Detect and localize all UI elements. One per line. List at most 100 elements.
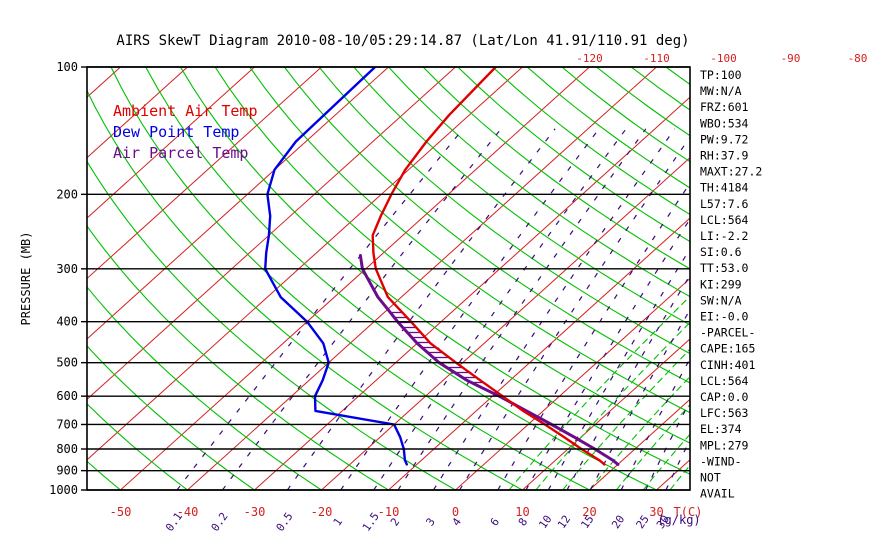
cape-shaded-region [388,309,487,385]
isotherm [321,156,690,490]
dry-adiabat [214,67,690,444]
bottom-axis-tick-label: -40 [177,505,199,519]
isotherm [656,459,690,490]
mixing-ratio-line [340,128,600,490]
bottom-axis-tick-label: -30 [244,505,266,519]
legend-dew-point-temp: Dew Point Temp [113,123,239,141]
mixing-ratio-line [497,182,690,490]
mixing-ratio-lines [176,128,690,490]
isotherm [120,67,590,490]
stat-item: TH:4184 [700,181,749,195]
pressure-tick-label: 800 [56,442,78,456]
stat-item: LCL:564 [700,374,749,388]
stat-item: WBO:534 [700,116,749,130]
chart-title: AIRS SkewT Diagram 2010-08-10/05:29:14.8… [116,33,689,49]
legend-ambient-air-temp: Ambient Air Temp [113,102,258,120]
stat-item: AVAIL [700,487,735,501]
dry-adiabat [318,67,690,355]
mixing-ratio-tick-label: 30 [654,513,672,531]
bottom-axis-tick-label: -50 [110,505,132,519]
dry-adiabat-lines [87,67,870,490]
stat-item: L57:7.6 [700,197,749,211]
stat-item: TP:100 [700,68,742,82]
dry-adiabat [87,225,389,490]
dry-adiabat [526,67,690,189]
stat-item: EL:374 [700,422,742,436]
pressure-tick-label: 900 [56,464,78,478]
mixing-ratio-line [645,400,690,490]
dry-adiabat [283,67,690,384]
dry-adiabat [179,67,690,475]
mixing-ratio-tick-label: 6 [488,516,502,529]
legend-air-parcel-temp: Air Parcel Temp [113,144,248,162]
top-axis-tick-label: -100 [710,52,737,65]
mixing-ratio-line [525,217,690,490]
mixing-ratio-line [566,274,690,490]
mixing-ratio-tick-label: 0.2 [209,510,231,534]
top-axis-tick-label: -110 [643,52,670,65]
isotherm [388,217,690,490]
isotherm [858,67,870,490]
isotherm [87,67,456,401]
isotherm [589,398,690,490]
mixing-ratio-line [589,308,690,490]
stat-item: CAP:0.0 [700,390,749,404]
stat-item: SW:N/A [700,293,742,307]
isotherm [87,67,389,340]
stat-item: RH:37.9 [700,149,749,163]
isotherm [791,67,870,490]
moist-adiabat [508,295,690,490]
stat-item: TT:53.0 [700,261,749,275]
mixing-ratio-tick-label: 10 [536,513,554,531]
moist-adiabat [615,403,690,490]
stat-item: SI:0.6 [700,245,742,259]
mixing-ratio-line [547,248,690,490]
moist-adiabat [535,321,690,490]
dry-adiabat [388,67,690,298]
dry-adiabat [665,67,690,86]
dry-adiabat [87,89,523,490]
pressure-tick-label: 300 [56,262,78,276]
moist-adiabat [562,348,690,490]
bottom-axis-tick-label: 10 [515,505,529,519]
mixing-ratio-line [459,136,690,490]
isotherm-lines [87,67,870,490]
moist-adiabat [642,433,690,490]
mixing-ratio-line [286,128,556,490]
stat-item: -WIND- [700,454,742,468]
isotherm [254,96,690,490]
mixing-ratio-tick-label: 25 [634,513,652,531]
mixing-ratio-line [221,128,502,490]
dry-adiabat [87,345,255,490]
isotherm [455,277,690,490]
dry-adiabat [110,67,590,490]
dry-adiabat [87,160,456,490]
pressure-tick-label: 200 [56,187,78,201]
stat-item: FRZ:601 [700,100,749,114]
pressure-tick-label: 500 [56,356,78,370]
top-axis-tick-label: -120 [576,52,603,65]
top-axis-tick-label: -90 [781,52,801,65]
isotherm [187,67,657,490]
mixing-ratio-tick-label: 15 [578,513,596,531]
stat-item: KI:299 [700,277,742,291]
top-axis-tick-label: -80 [848,52,868,65]
isotherm [87,67,523,461]
stat-item: NOT [700,471,721,485]
stat-item: -PARCEL- [700,326,755,340]
stat-item: CINH:401 [700,358,755,372]
mixing-ratio-tick-label: 1 [331,516,345,529]
plot-interior [87,67,870,490]
stat-item: LFC:563 [700,406,749,420]
stat-item: PW:9.72 [700,132,748,146]
y-axis-label: PRESSURE (MB) [19,232,33,326]
isotherm [87,67,322,280]
dry-adiabat [770,67,870,490]
dry-adiabat [87,403,188,490]
moist-adiabat [724,67,870,490]
mixing-ratio-line [665,438,690,490]
dewpoint-curve [264,67,408,466]
dry-adiabat [630,67,690,111]
